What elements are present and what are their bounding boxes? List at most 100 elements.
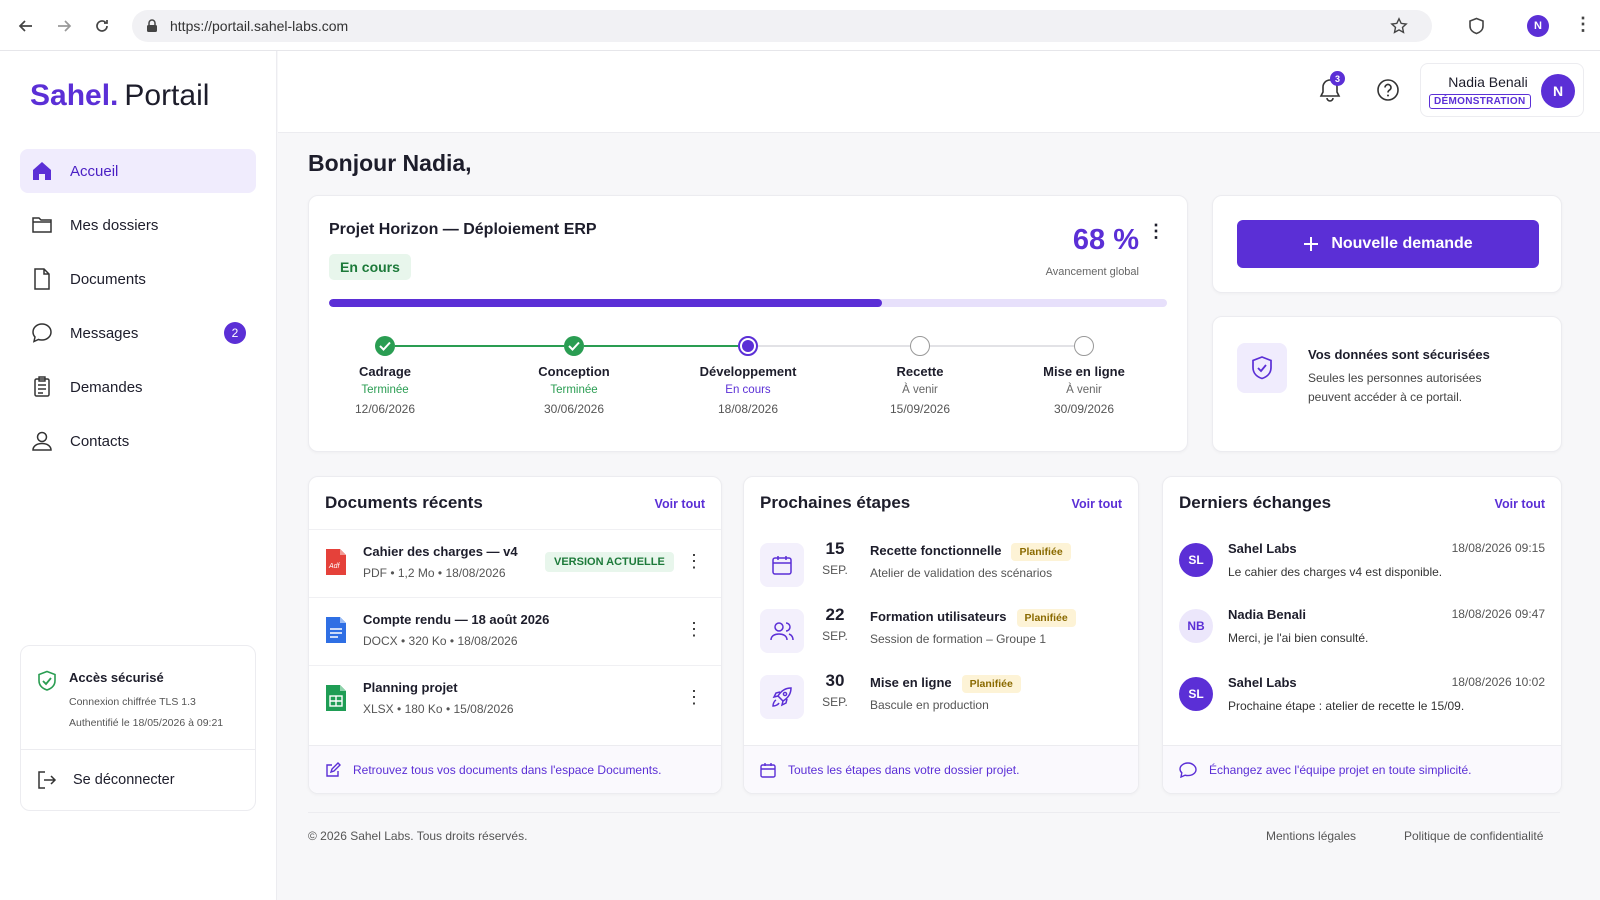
shield-extension-icon[interactable] xyxy=(1468,17,1485,40)
message-row[interactable]: NB Nadia Benali 18/08/2026 09:47 Merci, … xyxy=(1163,595,1561,661)
progress-bar-fill xyxy=(329,299,883,307)
sidebar-item-mes-dossiers[interactable]: Mes dossiers xyxy=(20,203,256,247)
sidebar-item-accueil[interactable]: Accueil xyxy=(20,149,256,193)
documents-footer-text: Retrouvez tous vos documents dans l'espa… xyxy=(353,762,662,777)
secure-access-panel: Accès sécurisé Connexion chiffrée TLS 1.… xyxy=(20,645,256,811)
avatar: SL xyxy=(1179,677,1213,711)
timeline-step[interactable]: Conception Terminée 30/06/2026 xyxy=(509,336,639,416)
document-meta: XLSX • 180 Ko • 15/08/2026 xyxy=(363,702,514,716)
step-status: En cours xyxy=(725,384,771,396)
browser-menu-icon[interactable]: ⋮ xyxy=(1574,14,1592,34)
help-icon[interactable] xyxy=(1376,78,1400,107)
step-date: 30/06/2026 xyxy=(543,402,605,416)
svg-text:Adf: Adf xyxy=(328,563,341,570)
pdf-icon: Adf xyxy=(325,548,347,581)
logout-icon xyxy=(37,770,57,790)
calendar-icon xyxy=(760,543,804,587)
reload-icon[interactable] xyxy=(86,10,118,42)
message-time: 18/08/2026 10:02 xyxy=(1451,675,1545,689)
new-request-label: Nouvelle demande xyxy=(1331,235,1473,252)
step-name: Développement xyxy=(699,364,797,379)
user-menu[interactable]: Nadia Benali DÉMONSTRATION N xyxy=(1420,63,1584,117)
users-icon xyxy=(760,609,804,653)
xlsx-icon xyxy=(325,684,347,717)
next-steps-footer-text: Toutes les étapes dans votre dossier pro… xyxy=(788,762,1020,777)
document-row[interactable]: Compte rendu — 18 août 2026 DOCX • 320 K… xyxy=(309,597,721,663)
docx-icon xyxy=(325,616,347,649)
message-sender: Sahel Labs xyxy=(1228,541,1297,556)
star-icon[interactable] xyxy=(1390,17,1408,38)
project-menu-icon[interactable]: ⋮ xyxy=(1147,221,1165,241)
shield-check-icon xyxy=(37,670,57,697)
project-title: Projet Horizon — Déploiement ERP xyxy=(329,221,597,238)
privacy-link[interactable]: Politique de confidentialité xyxy=(1404,829,1544,843)
data-security-title: Vos données sont sécurisées xyxy=(1308,347,1490,362)
folder-icon xyxy=(30,213,54,237)
event-name: Recette fonctionnelle Planifiée xyxy=(870,543,1071,561)
logo[interactable]: Sahel. Portail xyxy=(30,79,210,112)
step-name: Cadrage xyxy=(358,364,412,379)
next-steps-footer-link[interactable]: Toutes les étapes dans votre dossier pro… xyxy=(744,745,1138,793)
rocket-icon xyxy=(760,675,804,719)
document-menu-icon[interactable]: ⋮ xyxy=(685,687,703,707)
planned-badge: Planifiée xyxy=(1011,543,1071,561)
page-footer: © 2026 Sahel Labs. Tous droits réservés.… xyxy=(308,812,1560,848)
legal-link[interactable]: Mentions légales xyxy=(1266,829,1357,843)
step-date: 30/09/2026 xyxy=(1053,402,1115,416)
step-status: À venir xyxy=(1066,384,1102,396)
message-time: 18/08/2026 09:15 xyxy=(1451,541,1545,555)
new-request-button[interactable]: Nouvelle demande xyxy=(1237,220,1539,268)
address-bar[interactable]: https://portail.sahel-labs.com xyxy=(132,10,1432,42)
logout-button[interactable]: Se déconnecter xyxy=(21,750,255,810)
sidebar-item-demandes[interactable]: Demandes xyxy=(20,365,256,409)
document-name: Compte rendu — 18 août 2026 xyxy=(363,612,550,627)
chat-small-icon xyxy=(1179,761,1197,778)
document-meta: PDF • 1,2 Mo • 18/08/2026 xyxy=(363,566,506,580)
timeline-step[interactable]: Recette À venir 15/09/2026 xyxy=(855,336,985,416)
exchanges-footer-text: Échangez avec l'équipe projet en toute s… xyxy=(1209,762,1472,777)
event-row[interactable]: 30 SEP. Mise en ligne Planifiée Bascule e… xyxy=(744,661,1138,727)
lock-icon xyxy=(146,19,158,33)
new-request-card: Nouvelle demande xyxy=(1212,195,1562,293)
secure-access-auth: Authentifié le 18/05/2026 à 09:21 xyxy=(69,717,224,729)
event-month: SEP. xyxy=(822,695,848,709)
document-row[interactable]: Adf Cahier des charges — v4 PDF • 1,2 Mo… xyxy=(309,529,721,595)
user-name: Nadia Benali xyxy=(1448,74,1528,90)
exchanges-see-all-link[interactable]: Voir tout xyxy=(1494,497,1545,511)
exchanges-footer-link[interactable]: Échangez avec l'équipe projet en toute s… xyxy=(1163,745,1561,793)
next-steps-see-all-link[interactable]: Voir tout xyxy=(1071,497,1122,511)
user-avatar: N xyxy=(1541,74,1575,108)
document-row[interactable]: Planning projet XLSX • 180 Ko • 15/08/20… xyxy=(309,665,721,731)
timeline-step[interactable]: Cadrage Terminée 12/06/2026 xyxy=(320,336,450,416)
message-row[interactable]: SL Sahel Labs 18/08/2026 09:15 Le cahier… xyxy=(1163,529,1561,595)
event-description: Bascule en production xyxy=(870,698,989,712)
sidebar-item-label: Messages xyxy=(70,324,139,342)
event-row[interactable]: 15 SEP. Recette fonctionnelle Planifiée A… xyxy=(744,529,1138,595)
plus-icon xyxy=(1303,236,1319,252)
sidebar-item-label: Mes dossiers xyxy=(70,216,159,234)
sidebar-item-contacts[interactable]: Contacts xyxy=(20,419,256,463)
event-day: 15 xyxy=(825,539,845,558)
current-version-badge: VERSION ACTUELLE xyxy=(545,552,674,572)
secure-access-tls: Connexion chiffrée TLS 1.3 xyxy=(69,696,196,708)
event-day: 22 xyxy=(825,605,845,624)
sidebar-item-label: Documents xyxy=(70,270,146,288)
sidebar-item-messages[interactable]: Messages 2 xyxy=(20,311,256,355)
event-row[interactable]: 22 SEP. Formation utilisateurs Planifiée … xyxy=(744,595,1138,661)
document-menu-icon[interactable]: ⋮ xyxy=(685,551,703,571)
documents-see-all-link[interactable]: Voir tout xyxy=(654,497,705,511)
sidebar-item-label: Contacts xyxy=(70,432,130,450)
documents-footer-link[interactable]: Retrouvez tous vos documents dans l'espa… xyxy=(309,745,721,793)
sidebar-item-documents[interactable]: Documents xyxy=(20,257,256,301)
forward-icon[interactable] xyxy=(48,10,80,42)
back-icon[interactable] xyxy=(10,10,42,42)
message-row[interactable]: SL Sahel Labs 18/08/2026 10:02 Prochaine… xyxy=(1163,663,1561,729)
step-name: Recette xyxy=(896,364,944,379)
timeline-step[interactable]: Mise en ligne À venir 30/09/2026 xyxy=(1019,336,1149,416)
next-steps-panel: Prochaines étapes Voir tout 15 SEP. Rece… xyxy=(743,476,1139,794)
profile-avatar[interactable]: N xyxy=(1527,15,1549,37)
timeline-step[interactable]: Développement En cours 18/08/2026 xyxy=(683,336,813,416)
document-menu-icon[interactable]: ⋮ xyxy=(685,619,703,639)
demo-badge: DÉMONSTRATION xyxy=(1429,94,1531,109)
event-name: Formation utilisateurs Planifiée xyxy=(870,609,1076,627)
